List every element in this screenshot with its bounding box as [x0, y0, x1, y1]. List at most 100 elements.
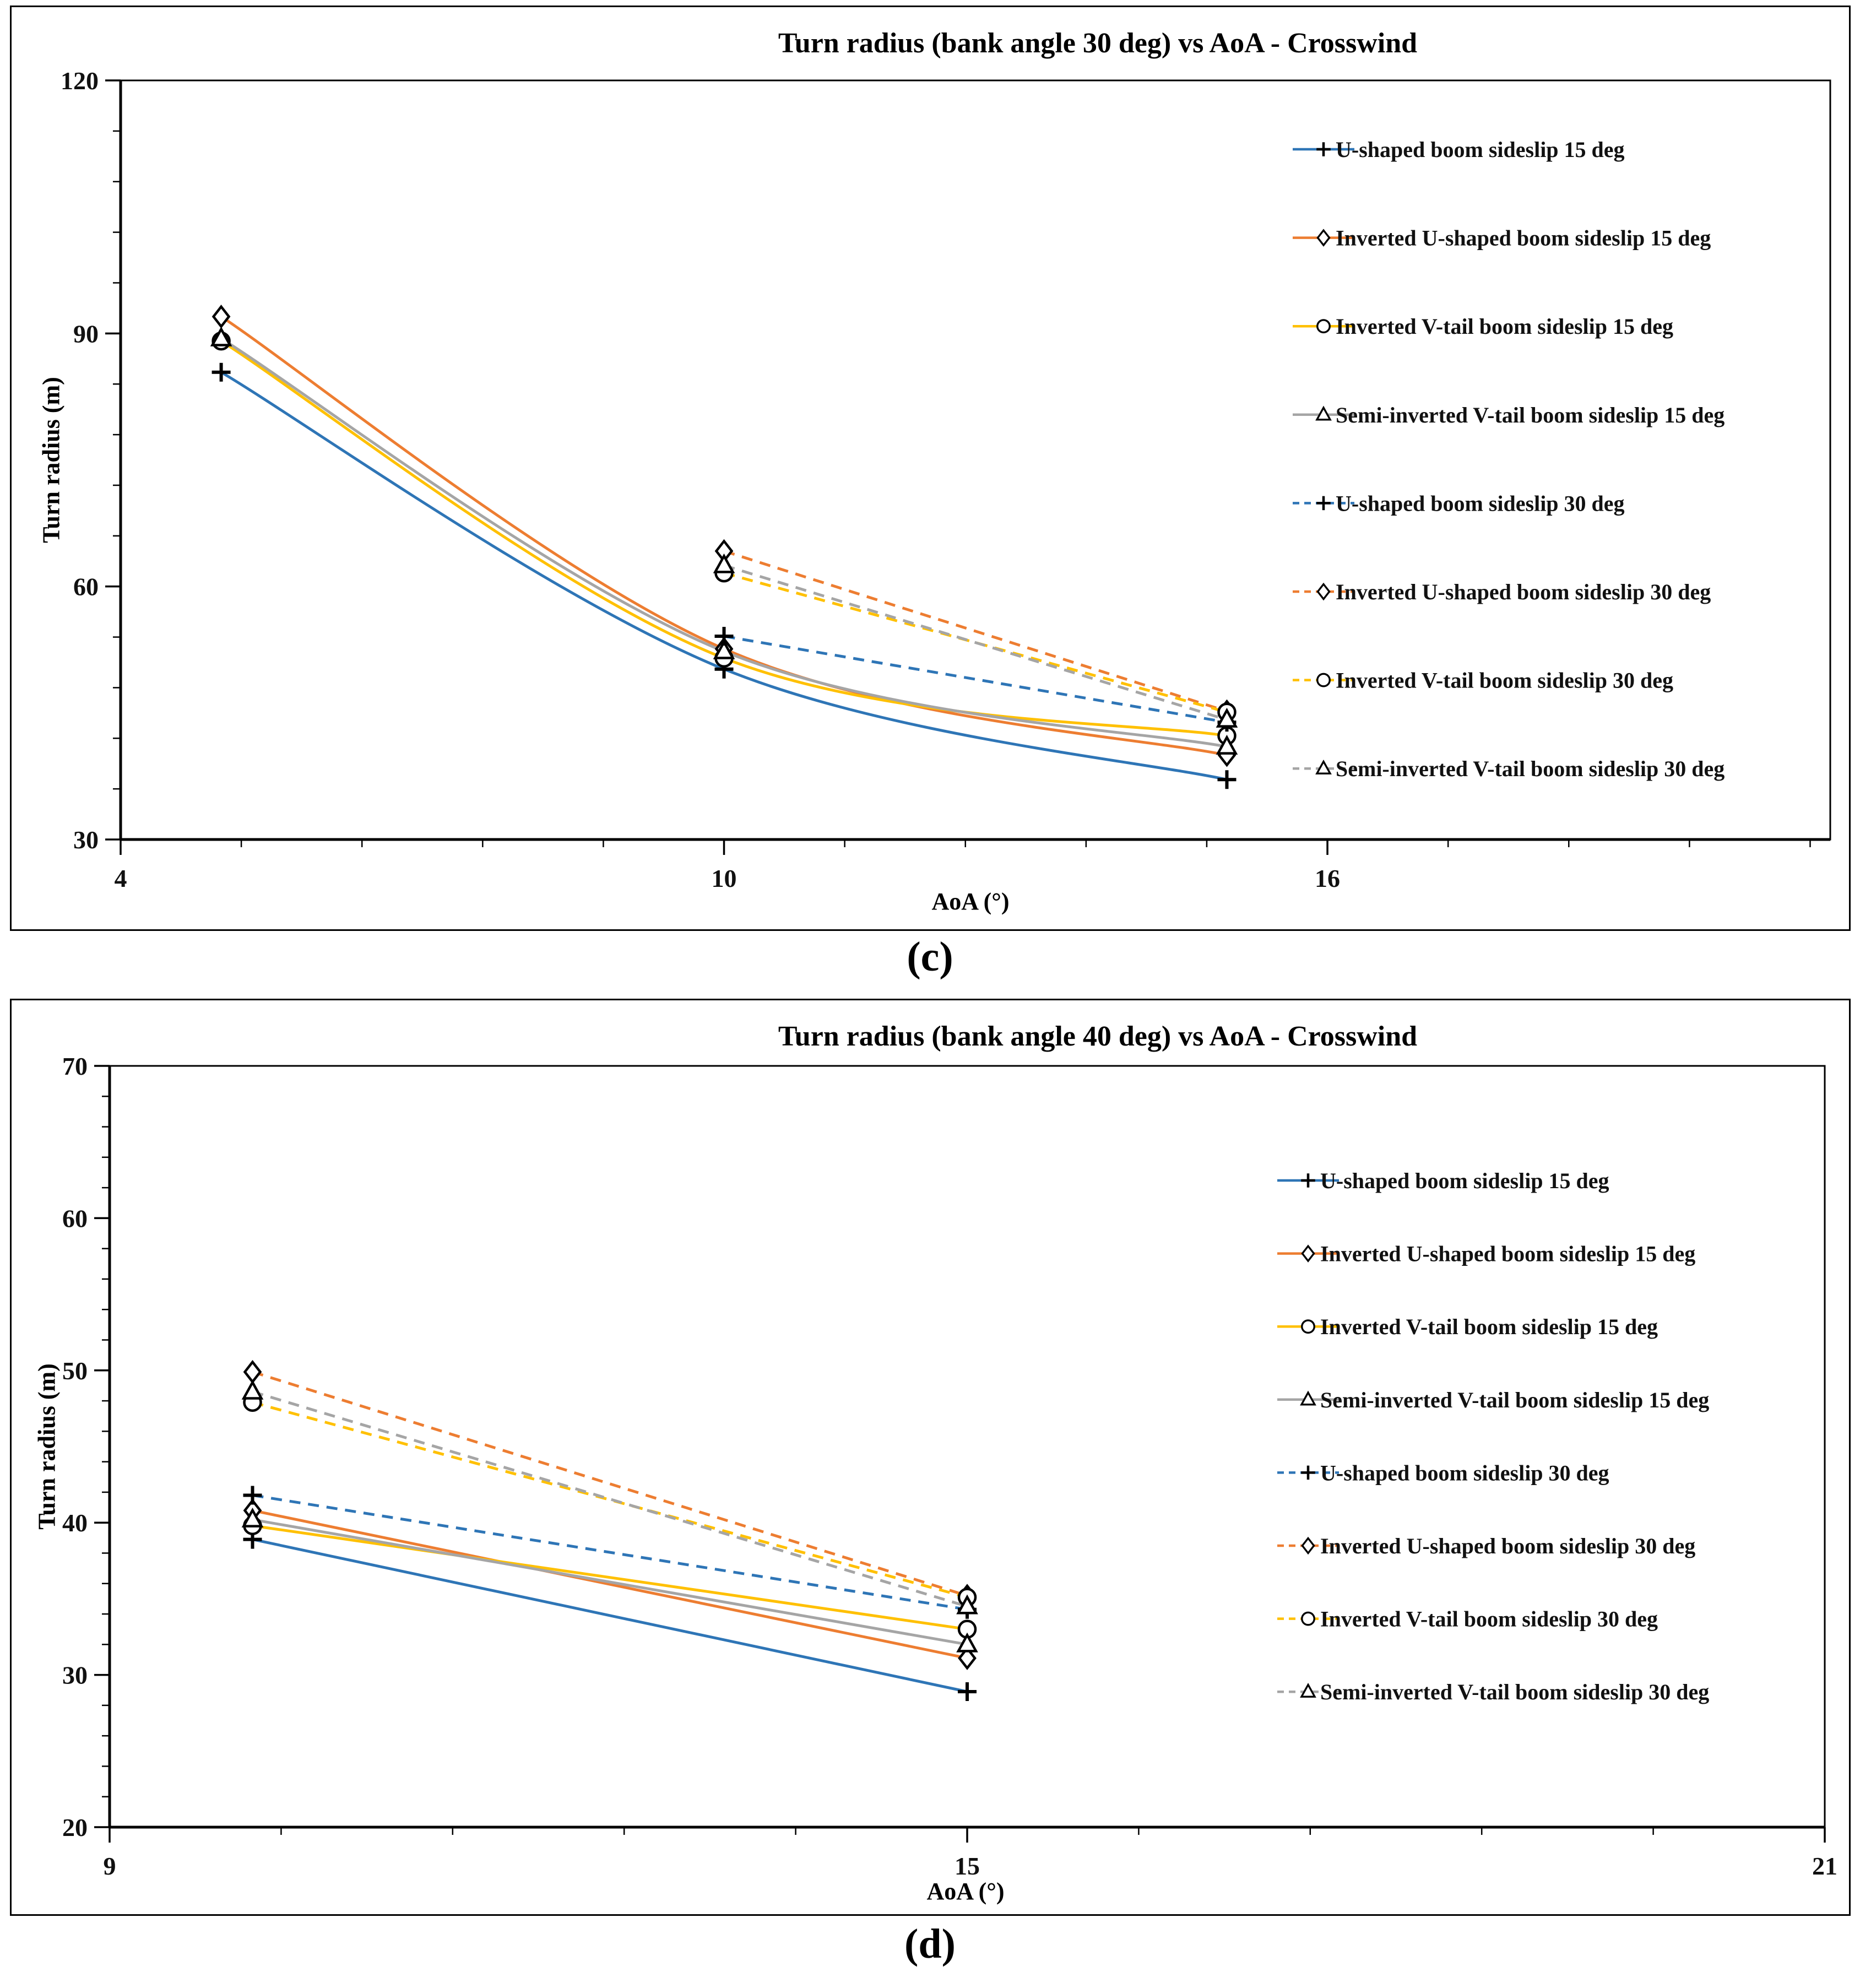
legend-diamond-marker — [1301, 1536, 1315, 1555]
series-3-triangle-marker — [1216, 734, 1238, 755]
legend-circle-marker — [1301, 1319, 1315, 1334]
series-7-triangle-marker — [956, 1594, 978, 1615]
legend-label: Inverted V-tail boom sideslip 30 deg — [1320, 1607, 1658, 1632]
series-line-5 — [252, 1371, 968, 1597]
legend-label: Inverted U-shaped boom sideslip 30 deg — [1320, 1534, 1695, 1558]
legend-entry: Inverted U-shaped boom sideslip 30 deg — [1293, 579, 1711, 604]
legend-label: Inverted V-tail boom sideslip 30 deg — [1336, 668, 1673, 693]
series-line-2 — [252, 1524, 968, 1631]
legend-label: Inverted U-shaped boom sideslip 15 deg — [1320, 1242, 1695, 1266]
chart-c-title: Turn radius (bank angle 30 deg) vs AoA -… — [778, 28, 1418, 59]
legend-entry: Inverted V-tail boom sideslip 30 deg — [1293, 668, 1673, 693]
y-tick-label: 30 — [62, 1661, 88, 1689]
x-tick-label: 9 — [104, 1852, 116, 1880]
chart-c-panel: Turn radius (bank angle 30 deg) vs AoA -… — [10, 6, 1851, 931]
series-3-triangle-marker — [713, 639, 735, 659]
y-tick-label: 120 — [61, 67, 99, 95]
chart-d-panel: Turn radius (bank angle 40 deg) vs AoA -… — [10, 999, 1851, 1916]
legend-plus-marker — [1301, 1465, 1315, 1480]
series-line-0 — [252, 1538, 968, 1693]
legend-entry: U-shaped boom sideslip 15 deg — [1277, 1168, 1609, 1193]
series-5-diamond-marker — [243, 1359, 262, 1384]
caption-c: (c) — [907, 934, 953, 980]
series-0-plus-marker — [1217, 770, 1237, 789]
legend-entry: Inverted U-shaped boom sideslip 15 deg — [1277, 1242, 1695, 1266]
x-tick-label: 10 — [712, 864, 737, 892]
series-1-diamond-marker — [212, 305, 231, 329]
legend-label: Semi-inverted V-tail boom sideslip 15 de… — [1336, 403, 1725, 427]
legend-plus-marker — [1301, 1173, 1315, 1188]
series-line-4 — [252, 1493, 968, 1611]
series-line-6 — [252, 1401, 968, 1599]
y-tick-label: 20 — [62, 1813, 88, 1841]
y-tick-label: 50 — [62, 1357, 88, 1385]
legend-plus-marker — [1316, 496, 1331, 511]
y-tick-label: 70 — [62, 1052, 88, 1080]
legend-entry: Inverted V-tail boom sideslip 15 deg — [1277, 1314, 1658, 1339]
legend-triangle-marker — [1315, 759, 1332, 774]
series-7-triangle-marker — [713, 553, 735, 573]
legend-label: U-shaped boom sideslip 15 deg — [1336, 137, 1625, 162]
y-tick-label: 40 — [62, 1509, 88, 1537]
chart-d-x-axis-label: AoA (°) — [926, 1878, 1005, 1905]
series-line-7 — [252, 1390, 968, 1608]
legend-entry: Inverted U-shaped boom sideslip 15 deg — [1293, 226, 1711, 251]
legend-label: Semi-inverted V-tail boom sideslip 15 de… — [1320, 1388, 1709, 1412]
legend-label: Inverted V-tail boom sideslip 15 deg — [1336, 314, 1673, 339]
legend-diamond-marker — [1301, 1244, 1315, 1263]
legend-triangle-marker — [1300, 1682, 1316, 1698]
legend-entry: U-shaped boom sideslip 30 deg — [1277, 1460, 1609, 1485]
series-3-triangle-marker — [241, 1508, 264, 1527]
series-4-plus-marker — [714, 627, 734, 646]
legend-circle-marker — [1316, 319, 1331, 334]
legend-circle-marker — [1316, 673, 1331, 687]
series-line-3 — [252, 1518, 968, 1646]
legend-triangle-marker — [1315, 405, 1332, 421]
legend-label: U-shaped boom sideslip 30 deg — [1320, 1460, 1609, 1485]
series-7-triangle-marker — [241, 1379, 264, 1400]
legend-entry: Inverted U-shaped boom sideslip 30 deg — [1277, 1534, 1695, 1558]
x-tick-label: 15 — [955, 1852, 980, 1880]
legend-label: Semi-inverted V-tail boom sideslip 30 de… — [1320, 1680, 1709, 1704]
series-3-triangle-marker — [210, 326, 232, 346]
legend-circle-marker — [1301, 1611, 1315, 1626]
series-line-1 — [252, 1509, 968, 1660]
legend-label: Inverted V-tail boom sideslip 15 deg — [1320, 1314, 1658, 1339]
plot-area-border — [120, 79, 1831, 841]
legend-entry: Inverted V-tail boom sideslip 15 deg — [1293, 314, 1673, 339]
series-3-triangle-marker — [956, 1632, 978, 1653]
legend-diamond-marker — [1316, 582, 1331, 601]
legend-plus-marker — [1316, 142, 1331, 156]
legend-label: Inverted U-shaped boom sideslip 30 deg — [1336, 579, 1711, 604]
series-line-1 — [220, 315, 1227, 757]
chart-c-plot: 30 60 90 120 4 10 16 U-shaped boom sideslip 15 … — [61, 67, 1831, 892]
series-line-7 — [723, 564, 1228, 721]
legend-entry: Semi-inverted V-tail boom sideslip 30 de… — [1277, 1680, 1709, 1704]
legend-entry: Semi-inverted V-tail boom sideslip 15 de… — [1293, 403, 1725, 427]
series-1-diamond-marker — [958, 1646, 977, 1670]
legend-diamond-marker — [1316, 229, 1331, 247]
legend-label: Semi-inverted V-tail boom sideslip 30 de… — [1336, 756, 1725, 781]
legend-entry: Semi-inverted V-tail boom sideslip 30 de… — [1293, 756, 1725, 781]
series-4-plus-marker — [243, 1486, 262, 1505]
x-tick-label: 4 — [115, 864, 127, 892]
legend-entry: Inverted V-tail boom sideslip 30 deg — [1277, 1607, 1658, 1632]
chart-d-plot: 20 30 40 50 60 70 9 15 21 U-shaped boom sideslip … — [62, 1052, 1837, 1880]
x-tick-label: 21 — [1812, 1852, 1837, 1880]
legend-label: U-shaped boom sideslip 30 deg — [1336, 491, 1625, 516]
chart-c-x-axis-label: AoA (°) — [931, 888, 1010, 915]
series-line-6 — [723, 571, 1228, 714]
x-tick-label: 16 — [1315, 864, 1340, 892]
series-7-triangle-marker — [1216, 707, 1238, 728]
legend-label: U-shaped boom sideslip 15 deg — [1320, 1168, 1609, 1193]
series-0-plus-marker — [958, 1682, 977, 1701]
legend-triangle-marker — [1300, 1390, 1316, 1406]
y-tick-label: 90 — [73, 319, 99, 348]
legend-label: Inverted U-shaped boom sideslip 15 deg — [1336, 226, 1711, 251]
y-tick-label: 60 — [73, 573, 99, 601]
series-line-5 — [723, 549, 1228, 713]
y-tick-label: 60 — [62, 1204, 88, 1232]
chart-d-title: Turn radius (bank angle 40 deg) vs AoA -… — [778, 1021, 1418, 1052]
series-line-4 — [724, 635, 1227, 724]
